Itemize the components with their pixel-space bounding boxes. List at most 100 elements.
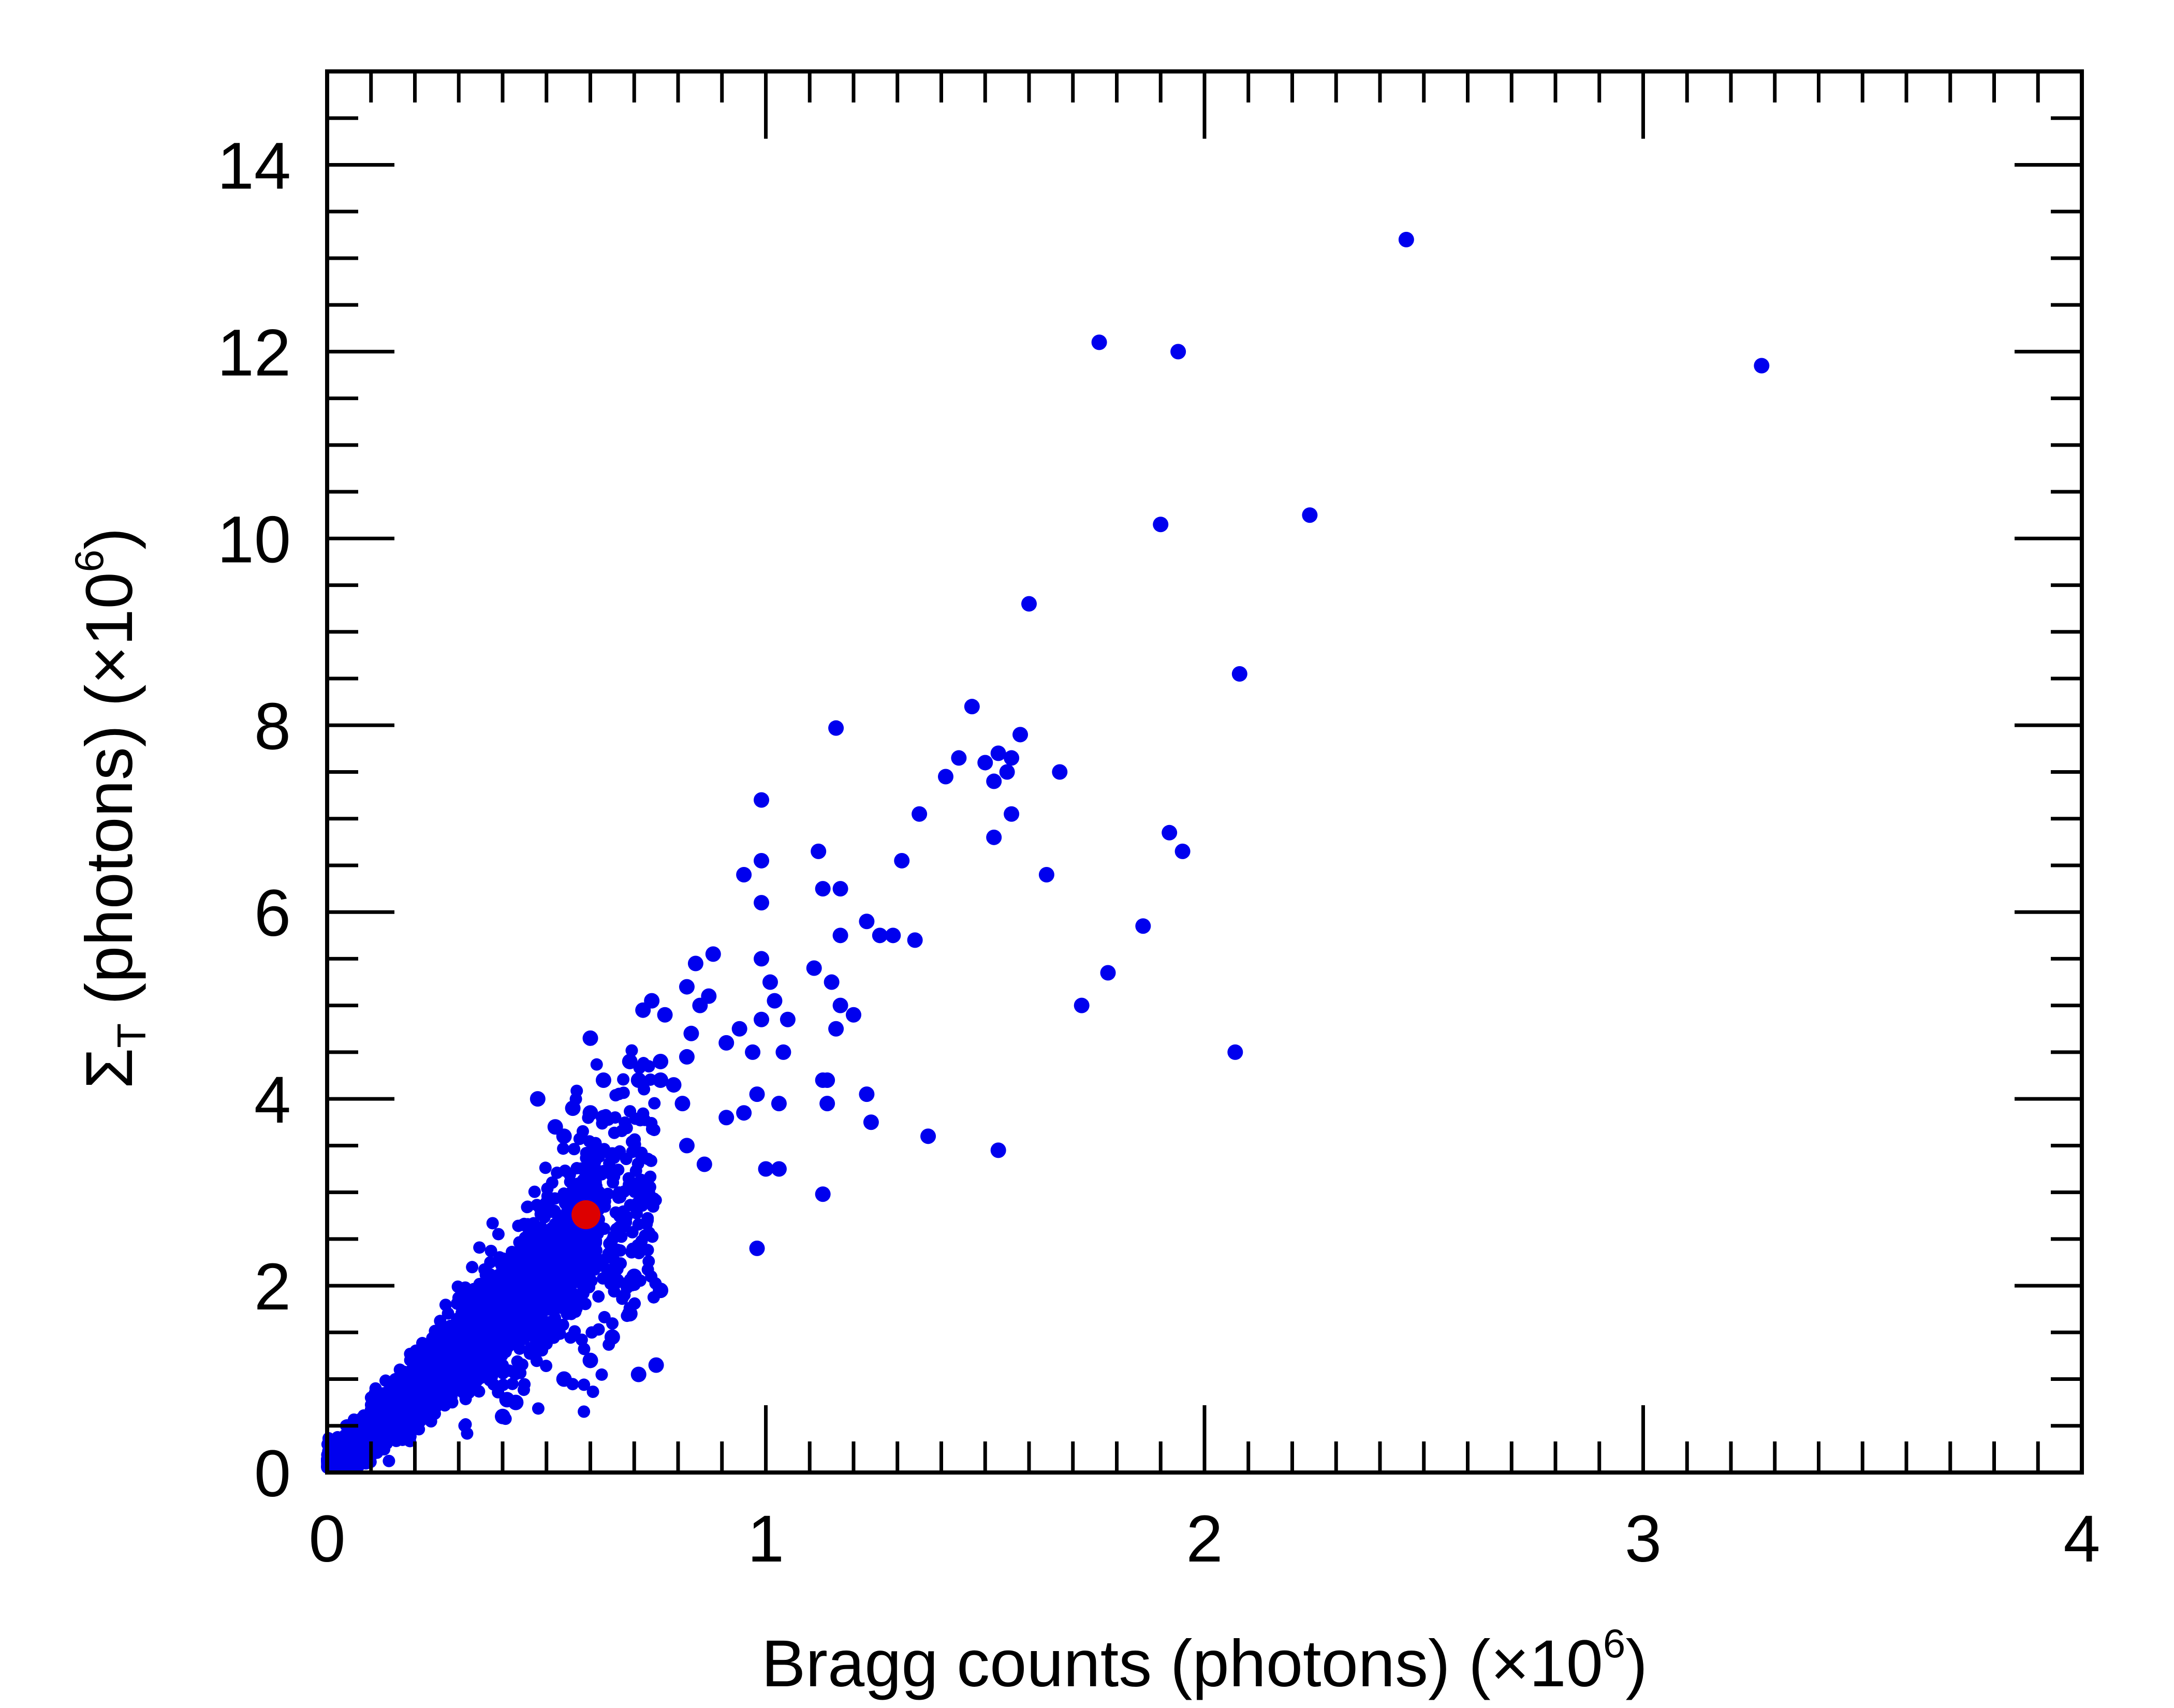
data-point [986, 829, 1002, 845]
data-point [1100, 965, 1116, 981]
data-point [484, 1256, 497, 1269]
data-point [1231, 666, 1247, 682]
data-point [630, 1366, 647, 1382]
data-point [718, 1035, 735, 1051]
data-point [977, 755, 993, 771]
data-point [679, 1138, 695, 1154]
data-point [642, 1255, 655, 1268]
data-point [595, 1072, 611, 1088]
data-point [456, 1347, 469, 1360]
data-point [625, 1135, 638, 1148]
data-point [626, 1145, 639, 1158]
data-point [775, 1044, 791, 1060]
data-point [582, 1030, 598, 1046]
data-point [645, 1123, 658, 1136]
data-point [718, 1110, 735, 1126]
data-point [571, 1261, 584, 1274]
data-point [628, 1185, 641, 1198]
y-tick-label: 4 [254, 1063, 291, 1137]
data-point [679, 1049, 695, 1065]
data-point [516, 1358, 528, 1371]
axis-ticks [325, 69, 2084, 1475]
highlight-point [571, 1200, 601, 1229]
data-point [582, 1278, 595, 1291]
data-point [530, 1232, 543, 1245]
data-point [599, 1189, 612, 1202]
x-tick-labels: 0 1 2 3 4 [309, 1502, 2100, 1576]
data-point [486, 1217, 499, 1230]
data-point [616, 1292, 629, 1305]
data-point [506, 1377, 519, 1390]
data-point [506, 1317, 519, 1330]
data-point [492, 1317, 505, 1330]
data-point [819, 1072, 835, 1088]
data-point [696, 1156, 712, 1172]
data-point [1135, 918, 1151, 934]
data-point [466, 1261, 479, 1274]
data-point [418, 1397, 431, 1410]
data-point [397, 1377, 410, 1390]
data-point [603, 1237, 616, 1250]
data-point [520, 1300, 533, 1313]
data-point [754, 951, 770, 967]
data-point [392, 1422, 405, 1435]
data-point [439, 1390, 452, 1403]
data-point [466, 1379, 479, 1392]
data-point [573, 1132, 586, 1145]
data-point [565, 1272, 578, 1285]
data-point [528, 1185, 541, 1198]
data-point [407, 1411, 420, 1424]
data-point [912, 806, 928, 822]
data-point [1004, 750, 1020, 766]
data-point [595, 1110, 611, 1126]
data-point [404, 1430, 417, 1443]
data-point [556, 1371, 572, 1387]
data-point [648, 1097, 661, 1110]
highlight-point-layer [571, 1200, 601, 1229]
data-point [577, 1179, 590, 1192]
data-point [455, 1300, 468, 1313]
data-point [920, 1128, 936, 1144]
data-point [459, 1418, 472, 1431]
data-point [619, 1116, 631, 1129]
data-point [444, 1319, 457, 1332]
data-point [531, 1258, 544, 1271]
data-point [632, 1218, 645, 1231]
data-point [1227, 1044, 1243, 1060]
data-point [749, 1240, 765, 1256]
data-point [872, 927, 888, 944]
data-point [535, 1274, 548, 1287]
data-point [859, 914, 875, 930]
data-point [384, 1380, 396, 1393]
data-point [828, 1021, 844, 1037]
data-point [516, 1316, 528, 1329]
data-point [614, 1206, 627, 1219]
data-point [383, 1454, 395, 1467]
data-point [705, 946, 721, 962]
data-point [464, 1306, 477, 1319]
data-point [780, 1011, 796, 1027]
data-point [578, 1405, 591, 1418]
data-point [336, 1444, 349, 1456]
data-point [622, 1306, 638, 1322]
data-point [771, 1161, 787, 1177]
data-point [500, 1297, 512, 1309]
data-point [592, 1323, 605, 1336]
data-point [642, 1191, 655, 1204]
data-point [629, 1112, 642, 1125]
data-point [541, 1285, 554, 1298]
data-point [420, 1361, 433, 1374]
data-point [590, 1228, 603, 1241]
data-point [540, 1244, 553, 1257]
data-point [674, 1096, 691, 1112]
data-point [625, 1044, 638, 1057]
data-point [345, 1455, 358, 1468]
data-point [683, 1025, 699, 1041]
data-point [365, 1422, 378, 1435]
data-point [494, 1335, 507, 1348]
data-point [653, 1283, 669, 1299]
data-point [937, 769, 953, 785]
data-point [542, 1332, 555, 1345]
data-point [557, 1142, 570, 1155]
data-point [1074, 997, 1090, 1013]
